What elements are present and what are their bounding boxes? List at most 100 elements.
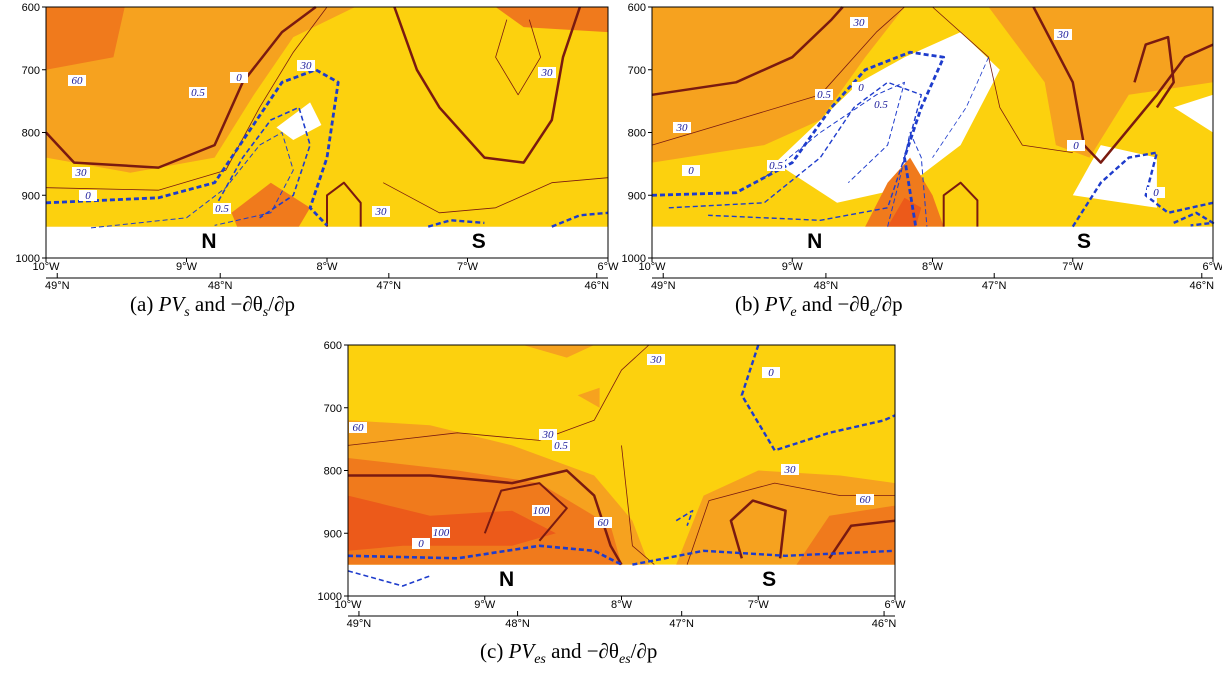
shaded-region <box>46 7 608 227</box>
lat-tick-label: 49°N <box>45 280 70 292</box>
contour-line <box>932 57 989 158</box>
y-tick-label: 900 <box>22 190 40 202</box>
shaded-region <box>775 32 1000 203</box>
x-tick-label: 7°W <box>457 261 479 273</box>
contour-label-bg <box>79 190 97 201</box>
shaded-region <box>523 345 595 358</box>
contour-label: 30 <box>75 167 88 179</box>
contour-label: 30 <box>650 354 663 366</box>
shaded-region <box>652 7 905 163</box>
x-tick-label: 6°W <box>598 261 620 273</box>
x-tick-label: 6°W <box>1203 261 1222 273</box>
caption-part: and −∂θ <box>546 639 619 663</box>
lat-tick-label: 46°N <box>872 618 897 630</box>
caption-part: (b) <box>735 292 765 316</box>
lat-tick-label: 48°N <box>505 618 530 630</box>
contour-line <box>383 177 609 214</box>
y-tick-label: 1000 <box>622 253 646 265</box>
contour-line <box>551 211 609 228</box>
caption: (c) PVes and −∂θes/∂p <box>480 639 657 667</box>
x-tick-label: 8°W <box>611 599 633 611</box>
contour-label-bg <box>852 82 870 93</box>
contour-label: 30 <box>853 17 866 29</box>
contour-label: 0 <box>858 82 864 94</box>
caption-part: es <box>619 652 631 667</box>
contour-label-bg <box>767 160 785 171</box>
contour-label-bg <box>1054 29 1072 40</box>
shaded-region <box>1173 94 1213 133</box>
contour-label-bg <box>673 122 691 133</box>
contour-label-bg <box>432 527 450 538</box>
contour-label: 100 <box>433 527 450 539</box>
contour-label: 0 <box>85 190 91 202</box>
contour-line <box>632 549 896 566</box>
shaded-region <box>577 387 600 408</box>
contour-label-bg <box>297 60 315 71</box>
y-tick-label: 1000 <box>318 591 342 603</box>
contour-line <box>675 509 694 526</box>
y-tick-label: 600 <box>628 2 646 14</box>
caption-part: /∂p <box>876 292 903 316</box>
x-tick-label: 6°W <box>885 599 907 611</box>
contour-label-bg <box>349 422 367 433</box>
contour-label: 0.5 <box>874 99 888 111</box>
caption-part: PV <box>158 292 187 316</box>
contour-line <box>348 469 623 566</box>
contour-label-bg <box>230 72 248 83</box>
contour-line <box>45 6 328 191</box>
contour-line <box>740 344 896 452</box>
x-tick-label: 10°W <box>32 261 60 273</box>
shaded-region <box>46 7 125 70</box>
contour-label: 0.5 <box>554 440 568 452</box>
x-tick-label: 7°W <box>748 599 770 611</box>
contour-label-bg <box>781 464 799 475</box>
contour-label: 30 <box>1057 29 1070 41</box>
shaded-region <box>231 182 311 227</box>
caption-part: /∂p <box>631 639 658 663</box>
contour-label: 0.5 <box>817 89 831 101</box>
contour-line <box>668 81 922 222</box>
contour-line <box>828 519 896 559</box>
contour-line <box>1071 151 1214 228</box>
contour-line <box>932 6 1073 153</box>
contour-line <box>942 181 979 227</box>
contour-line <box>347 570 431 587</box>
region-marker: N <box>499 568 514 591</box>
contour-line <box>1173 211 1215 227</box>
contour-label: 0 <box>1153 187 1159 199</box>
region-marker: N <box>807 230 822 253</box>
contour-line <box>495 19 542 96</box>
contour-line <box>483 482 568 542</box>
x-tick-label: 8°W <box>922 261 944 273</box>
contour-label: 0 <box>768 367 774 379</box>
contour-label: 30 <box>542 429 555 441</box>
shaded-region <box>865 157 944 227</box>
contour-label: 30 <box>676 122 689 134</box>
caption-part: /∂p <box>268 292 295 316</box>
contour-label-bg <box>538 67 556 78</box>
shaded-region <box>988 7 1213 158</box>
lat-tick-label: 47°N <box>377 280 402 292</box>
y-tick-label: 900 <box>324 528 342 540</box>
lat-tick-label: 49°N <box>651 280 676 292</box>
x-tick-label: 10°W <box>334 599 362 611</box>
x-tick-label: 9°W <box>782 261 804 273</box>
lat-tick-label: 46°N <box>584 280 609 292</box>
y-tick-label: 900 <box>628 190 646 202</box>
contour-label-bg <box>815 89 833 100</box>
region-marker: S <box>472 230 486 253</box>
x-tick-label: 9°W <box>474 599 496 611</box>
region-marker: S <box>1077 230 1091 253</box>
region-marker: N <box>201 230 216 253</box>
y-tick-label: 700 <box>22 65 40 77</box>
y-tick-label: 600 <box>22 2 40 14</box>
contour-label: 60 <box>860 494 872 506</box>
caption-part: and −∂θ <box>190 292 263 316</box>
contour-label-bg <box>372 206 390 217</box>
contour-label-bg <box>552 440 570 451</box>
region-marker: S <box>762 568 776 591</box>
contour-line <box>887 132 928 227</box>
